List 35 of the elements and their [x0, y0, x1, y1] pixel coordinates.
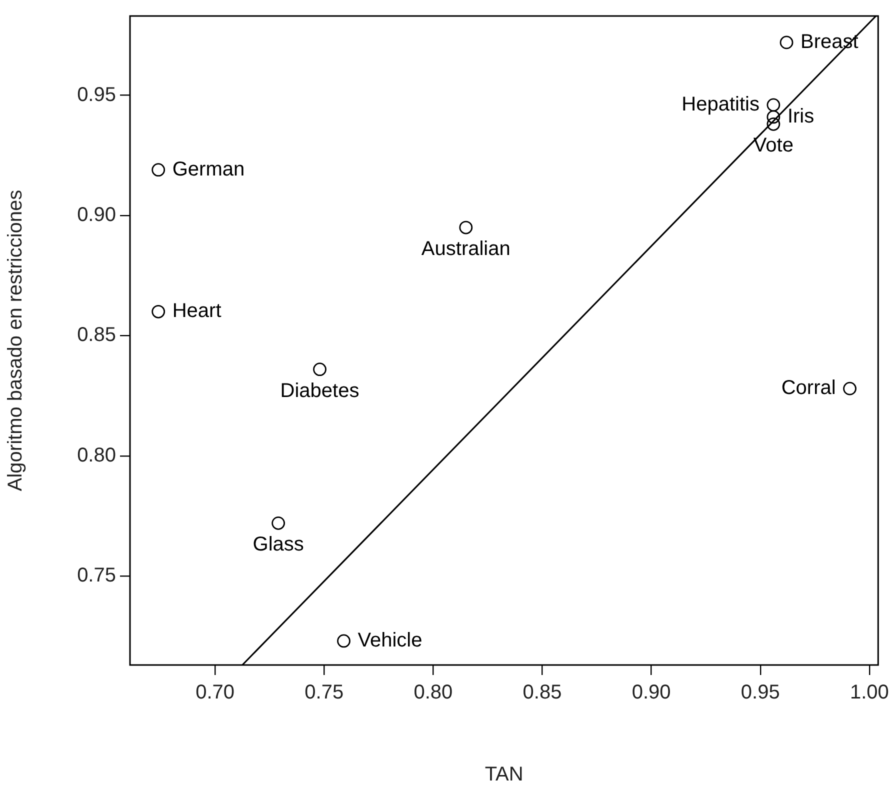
y-axis-title: Algoritmo basado en restricciones [4, 190, 27, 492]
annotation: Diabetes [280, 380, 360, 402]
annotation: Vote [753, 134, 794, 157]
point [152, 163, 166, 177]
y-tick-label: 0.90 [77, 204, 116, 226]
y-tick-label: 0.80 [77, 444, 116, 466]
point [766, 117, 780, 131]
x-tick-label: 0.70 [196, 682, 235, 704]
point [780, 36, 794, 50]
annotation: Hepatitis [682, 93, 760, 116]
point [843, 382, 856, 396]
annotation: Vehicle [358, 629, 422, 652]
point [766, 110, 780, 124]
annotation: Iris [787, 105, 814, 128]
point [766, 98, 780, 112]
point [459, 220, 473, 234]
y-tick-label: 0.75 [77, 564, 116, 587]
x-tick-label: 0.95 [740, 682, 780, 704]
x-tick-label: 1.00 [850, 682, 889, 704]
point [152, 304, 166, 318]
annotation: Heart [172, 300, 222, 322]
y-tick-label: 0.95 [77, 84, 116, 106]
annotation: Glass [252, 534, 304, 556]
x-tick-label: 0.85 [522, 682, 562, 704]
annotation: German [172, 158, 245, 180]
x-tick-label: 0.90 [632, 682, 671, 704]
point [337, 634, 350, 648]
x-axis-title: TAN [484, 764, 524, 786]
point [313, 362, 326, 376]
y-tick-label: 0.85 [77, 324, 116, 346]
annotation: Australian [421, 238, 510, 260]
x-tick-label: 0.80 [414, 682, 453, 704]
point [272, 516, 286, 530]
x-tick-label: 0.75 [304, 682, 344, 704]
annotation: Corral [781, 377, 836, 400]
